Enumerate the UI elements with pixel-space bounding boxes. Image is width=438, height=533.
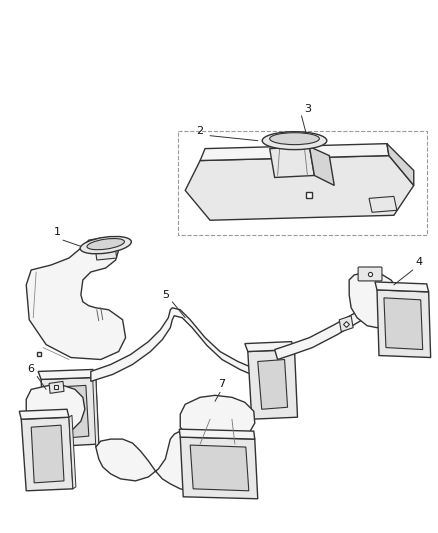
Polygon shape xyxy=(38,369,96,379)
Ellipse shape xyxy=(80,237,131,254)
Polygon shape xyxy=(375,282,429,292)
Ellipse shape xyxy=(262,132,327,150)
Polygon shape xyxy=(185,156,414,220)
Polygon shape xyxy=(275,288,419,360)
Polygon shape xyxy=(384,298,423,350)
Polygon shape xyxy=(69,415,76,489)
Polygon shape xyxy=(96,429,212,491)
FancyBboxPatch shape xyxy=(358,267,382,281)
Polygon shape xyxy=(200,144,389,160)
Polygon shape xyxy=(93,377,99,447)
Text: 3: 3 xyxy=(304,104,311,114)
Polygon shape xyxy=(369,196,397,212)
Polygon shape xyxy=(349,272,401,328)
Text: 1: 1 xyxy=(53,227,60,237)
Polygon shape xyxy=(31,425,64,483)
Text: 5: 5 xyxy=(162,290,169,300)
Polygon shape xyxy=(49,382,64,393)
Polygon shape xyxy=(19,409,69,419)
Polygon shape xyxy=(21,417,73,491)
Polygon shape xyxy=(26,238,126,360)
Ellipse shape xyxy=(87,239,124,249)
Polygon shape xyxy=(91,308,265,382)
Polygon shape xyxy=(245,342,294,352)
Polygon shape xyxy=(387,144,414,185)
Polygon shape xyxy=(339,316,353,332)
Polygon shape xyxy=(41,377,99,447)
Ellipse shape xyxy=(270,133,319,144)
Polygon shape xyxy=(270,147,314,177)
Text: 4: 4 xyxy=(415,257,422,267)
Text: 2: 2 xyxy=(197,126,204,136)
Polygon shape xyxy=(180,437,258,499)
Polygon shape xyxy=(248,350,297,419)
Polygon shape xyxy=(96,250,117,260)
Polygon shape xyxy=(190,445,249,491)
Polygon shape xyxy=(377,290,431,358)
Polygon shape xyxy=(179,429,255,439)
Text: 7: 7 xyxy=(219,379,226,390)
Bar xyxy=(178,131,427,235)
Polygon shape xyxy=(51,385,89,439)
Polygon shape xyxy=(309,147,334,185)
Polygon shape xyxy=(26,385,85,433)
Polygon shape xyxy=(258,360,288,409)
Text: 6: 6 xyxy=(28,365,35,375)
Polygon shape xyxy=(180,395,255,447)
